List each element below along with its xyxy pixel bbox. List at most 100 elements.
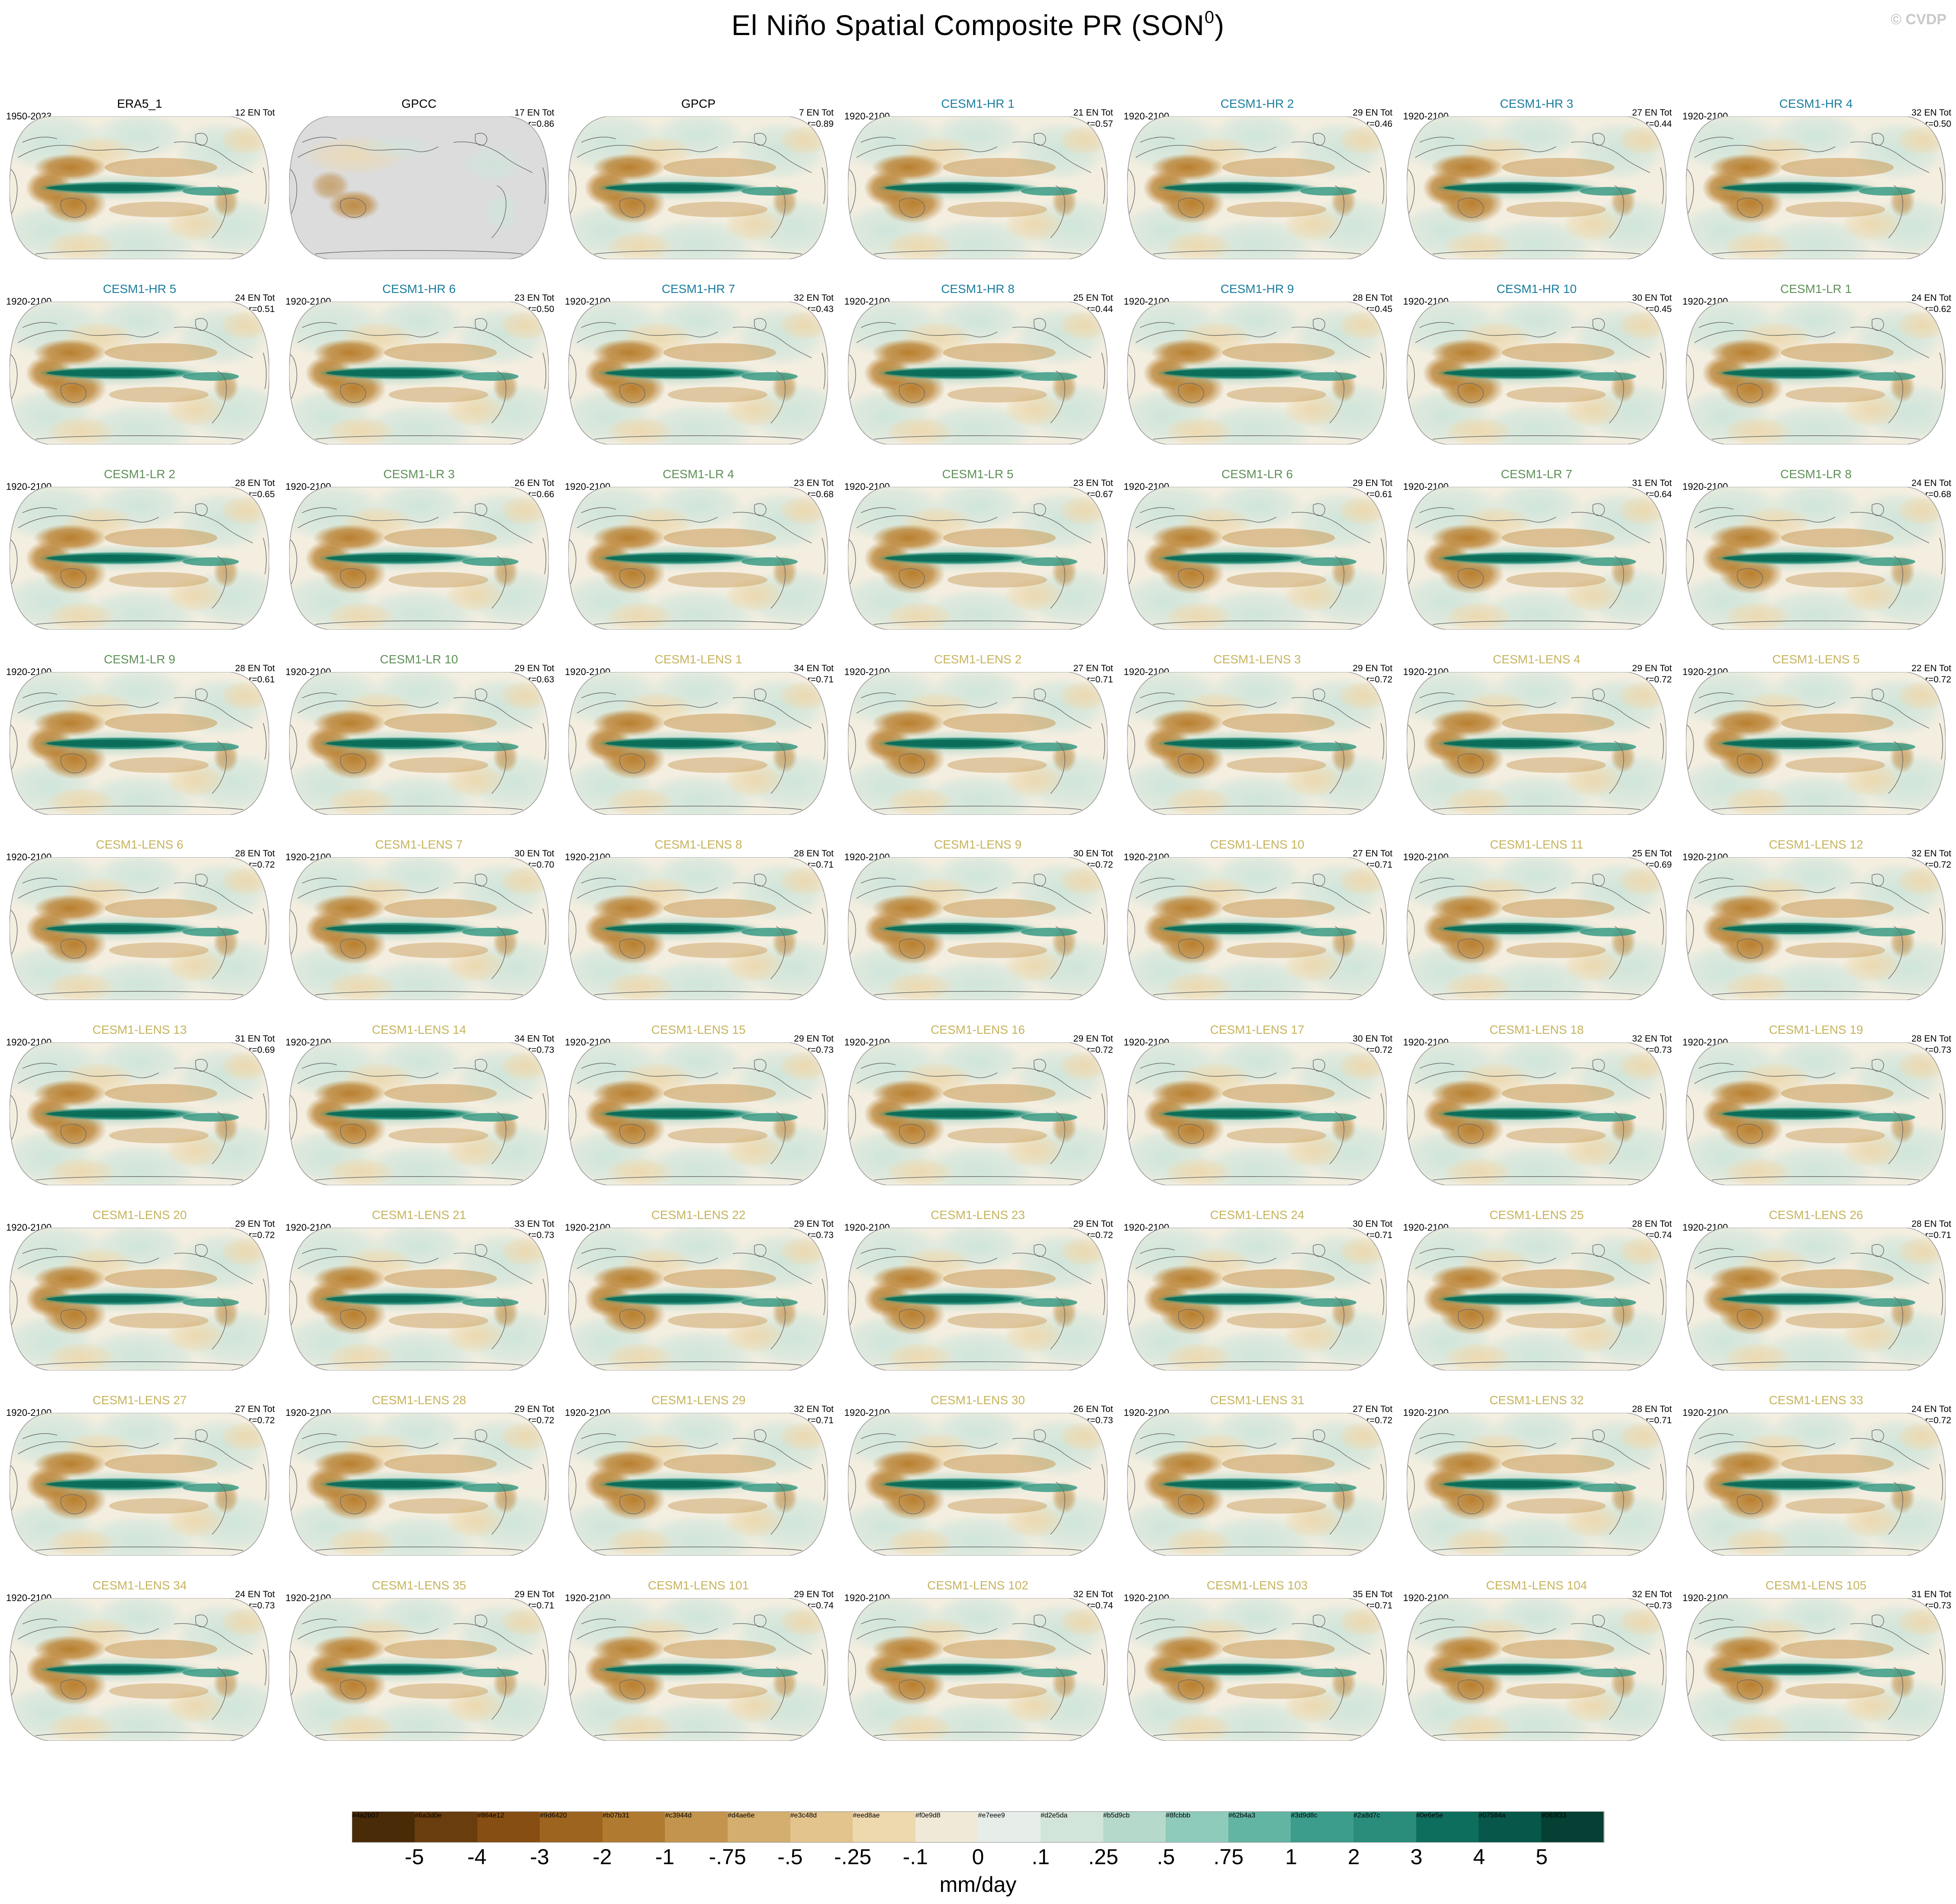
panel-title: CESM1-LENS 1 — [654, 653, 742, 666]
map-panel: CESM1-LENS 13 1920-2100 31 EN Tot r=0.69 — [0, 1016, 279, 1201]
world-map — [848, 296, 1108, 450]
world-map — [289, 1407, 549, 1561]
world-map — [568, 1222, 828, 1376]
map-panel: CESM1-LENS 9 1920-2100 30 EN Tot r=0.72 — [838, 831, 1118, 1016]
world-map — [1127, 481, 1387, 635]
panel-r-value: r=0.45 — [1646, 304, 1672, 314]
panel-en-total: 30 EN Tot — [1632, 293, 1672, 303]
panel-title: CESM1-LENS 29 — [651, 1393, 746, 1407]
panel-title: CESM1-LENS 103 — [1206, 1579, 1308, 1592]
map-panel: CESM1-LENS 32 1920-2100 28 EN Tot r=0.71 — [1397, 1386, 1676, 1572]
panel-r-value: r=0.72 — [1646, 675, 1672, 685]
colorbar-tick-label: 3 — [1410, 1845, 1423, 1869]
map-panel: CESM1-HR 9 1920-2100 28 EN Tot r=0.45 — [1118, 275, 1397, 460]
panel-title: CESM1-HR 8 — [941, 282, 1015, 296]
panel-stats: 29 EN Tot r=0.72 — [1073, 1033, 1113, 1056]
world-map — [1127, 1407, 1387, 1561]
panel-en-total: 24 EN Tot — [235, 293, 275, 303]
map-panel: CESM1-LENS 11 1920-2100 25 EN Tot r=0.69 — [1397, 831, 1676, 1016]
world-map — [10, 1407, 269, 1561]
colorbar-cell: #6a3d0e — [415, 1812, 477, 1842]
colorbar-cell: #62b4a3 — [1228, 1812, 1291, 1842]
panel-r-value: r=0.72 — [1925, 1415, 1951, 1425]
world-map — [1407, 1037, 1666, 1191]
panel-r-value: r=0.72 — [1087, 1045, 1113, 1055]
panel-stats: 28 EN Tot r=0.71 — [1911, 1219, 1951, 1241]
world-map — [1686, 1592, 1946, 1746]
panel-r-value: r=0.72 — [1366, 1045, 1392, 1055]
panel-r-value: r=0.69 — [248, 1045, 275, 1055]
panel-r-value: r=0.71 — [807, 675, 834, 685]
panel-r-value: r=0.73 — [1646, 1045, 1672, 1055]
panel-stats: 24 EN Tot r=0.62 — [1911, 293, 1951, 315]
panel-stats: 30 EN Tot r=0.70 — [515, 848, 554, 871]
panel-r-value: r=0.69 — [1646, 860, 1672, 870]
panel-en-total: 29 EN Tot — [1073, 1034, 1113, 1044]
panel-stats: 26 EN Tot r=0.73 — [1073, 1404, 1113, 1426]
map-panel: CESM1-LENS 19 1920-2100 28 EN Tot r=0.73 — [1676, 1016, 1956, 1201]
panel-stats: 23 EN Tot r=0.68 — [794, 478, 834, 500]
panel-title: ERA5_1 — [117, 97, 162, 110]
panel-title: CESM1-HR 4 — [1779, 97, 1853, 110]
panel-en-total: 30 EN Tot — [1073, 849, 1113, 859]
colorbar-tick-labels: -5 -4 -3 -2 -1 -.75 -.5 -.25 -.1 0 .1 .25 .5 .75 1 2 3 4 5 — [352, 1844, 1605, 1871]
panel-r-value: r=0.73 — [1087, 1415, 1113, 1425]
world-map — [289, 1592, 549, 1746]
panel-r-value: r=0.71 — [1366, 1230, 1392, 1240]
panel-en-total: 32 EN Tot — [1632, 1589, 1672, 1599]
panel-stats: 24 EN Tot r=0.72 — [1911, 1404, 1951, 1426]
map-panel: CESM1-LENS 23 1920-2100 29 EN Tot r=0.72 — [838, 1201, 1118, 1386]
colorbar-unit-label: mm/day — [939, 1872, 1017, 1897]
panel-stats: 33 EN Tot r=0.73 — [515, 1219, 554, 1241]
panel-title: GPCP — [681, 97, 716, 110]
colorbar-cell: #9d6420 — [540, 1812, 603, 1842]
panel-title: CESM1-LENS 15 — [651, 1023, 746, 1036]
panel-title: CESM1-LENS 30 — [931, 1393, 1025, 1407]
panel-title: CESM1-LR 8 — [1780, 467, 1852, 481]
colorbar-cell: #2a8d7c — [1353, 1812, 1416, 1842]
panel-title: CESM1-LR 7 — [1501, 467, 1573, 481]
map-panel: CESM1-HR 3 1920-2100 27 EN Tot r=0.44 — [1397, 90, 1676, 275]
panel-stats: 31 EN Tot r=0.64 — [1632, 478, 1672, 500]
panel-stats: 34 EN Tot r=0.71 — [794, 663, 834, 685]
colorbar-cell: #c3944d — [665, 1812, 728, 1842]
colorbar-cell: #4a2b07 — [352, 1812, 415, 1842]
panel-title: CESM1-HR 2 — [1220, 97, 1294, 110]
panel-stats: 35 EN Tot r=0.71 — [1353, 1589, 1392, 1611]
colorbar-tick-label: -2 — [593, 1845, 612, 1869]
colorbar-tick-label: 5 — [1535, 1845, 1548, 1869]
panel-stats: 27 EN Tot r=0.71 — [1073, 663, 1113, 685]
panel-r-value: r=0.61 — [248, 675, 275, 685]
colorbar-cell: #8fcbbb — [1166, 1812, 1228, 1842]
panel-grid: ERA5_1 1950-2023 12 EN Tot GPCC 17 EN To… — [0, 90, 1956, 1757]
panel-en-total: 27 EN Tot — [1353, 849, 1392, 859]
panel-title: CESM1-LENS 25 — [1489, 1208, 1584, 1222]
panel-r-value: r=0.57 — [1087, 119, 1113, 129]
panel-r-value: r=0.89 — [807, 119, 834, 129]
world-map — [568, 481, 828, 635]
panel-r-value: r=0.43 — [807, 304, 834, 314]
panel-title: CESM1-LENS 17 — [1210, 1023, 1305, 1036]
panel-en-total: 32 EN Tot — [1911, 849, 1951, 859]
panel-title: CESM1-LENS 32 — [1489, 1393, 1584, 1407]
panel-en-total: 35 EN Tot — [1353, 1589, 1392, 1599]
panel-stats: 31 EN Tot r=0.73 — [1911, 1589, 1951, 1611]
panel-stats: 28 EN Tot r=0.61 — [235, 663, 275, 685]
panel-title: CESM1-LR 1 — [1780, 282, 1852, 296]
world-map — [289, 1037, 549, 1191]
map-panel: CESM1-HR 1 1920-2100 21 EN Tot r=0.57 — [838, 90, 1118, 275]
panel-en-total: 34 EN Tot — [794, 663, 834, 673]
colorbar-tick-label: .5 — [1157, 1845, 1175, 1869]
colorbar-tick-label: 1 — [1285, 1845, 1297, 1869]
panel-r-value: r=0.72 — [248, 1230, 275, 1240]
world-map — [10, 1037, 269, 1191]
panel-stats: 28 EN Tot r=0.71 — [1632, 1404, 1672, 1426]
world-map — [1407, 852, 1666, 1006]
panel-title: CESM1-LENS 13 — [92, 1023, 187, 1036]
panel-title: CESM1-LENS 10 — [1210, 838, 1305, 851]
panel-en-total: 26 EN Tot — [1073, 1404, 1113, 1414]
world-map — [10, 666, 269, 820]
panel-r-value: r=0.70 — [528, 860, 554, 870]
panel-r-value: r=0.86 — [528, 119, 554, 129]
world-map — [10, 296, 269, 450]
